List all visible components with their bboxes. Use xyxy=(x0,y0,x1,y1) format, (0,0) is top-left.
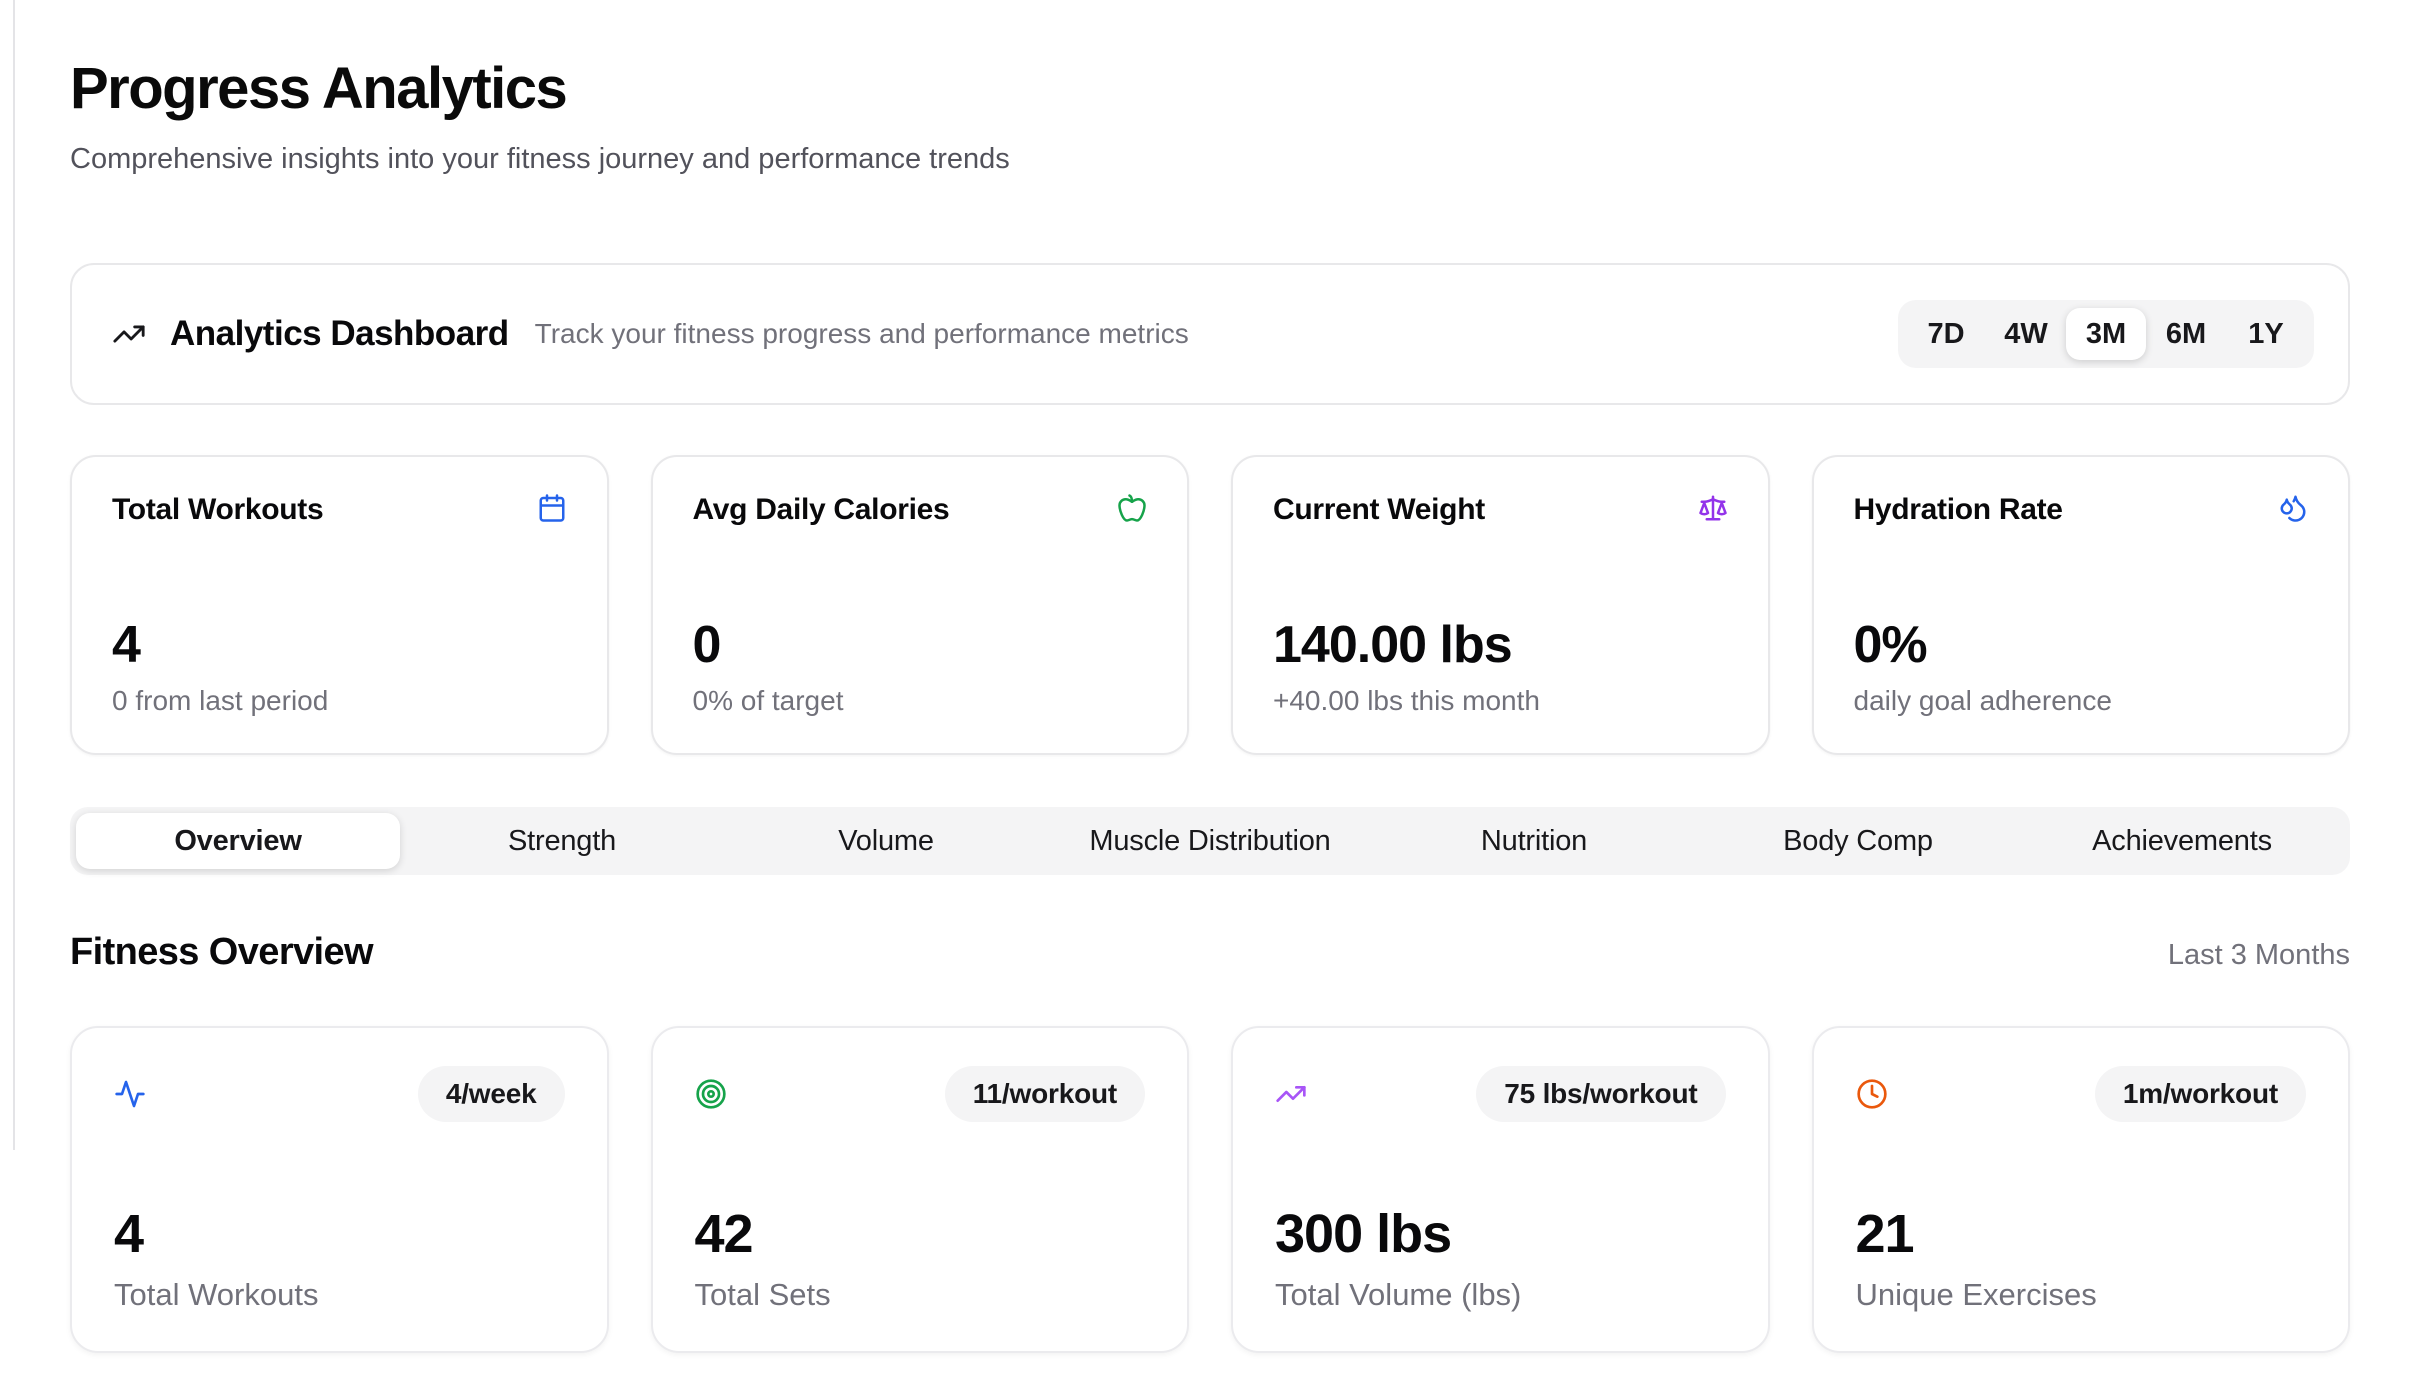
time-range-selector: 7D 4W 3M 6M 1Y xyxy=(1898,300,2314,369)
overview-card-unique-exercises: 1m/workout 21 Unique Exercises xyxy=(1811,1026,2350,1354)
stat-value: 0% xyxy=(1853,616,1928,675)
page-subtitle: Comprehensive insights into your fitness… xyxy=(70,142,1010,175)
tab-strength[interactable]: Strength xyxy=(507,824,617,857)
stat-subtext: 0 from last period xyxy=(112,685,329,717)
overview-card-total-workouts: 4/week 4 Total Workouts xyxy=(70,1026,609,1354)
stat-label: Hydration Rate xyxy=(1853,493,2063,527)
overview-value: 42 xyxy=(694,1204,754,1265)
time-range-7d[interactable]: 7D xyxy=(1927,317,1965,350)
overview-label: Total Volume (lbs) xyxy=(1275,1277,1522,1313)
stat-subtext: 0% of target xyxy=(692,685,844,717)
rate-badge: 1m/workout xyxy=(2094,1066,2306,1123)
tab-volume[interactable]: Volume xyxy=(838,824,934,857)
calendar-icon xyxy=(537,493,567,523)
time-range-6m[interactable]: 6M xyxy=(2165,317,2207,350)
stat-label: Avg Daily Calories xyxy=(692,493,950,527)
stat-card-total-workouts: Total Workouts 4 0 from last period xyxy=(70,455,609,756)
analytics-tab-bar: Overview Strength Volume Muscle Distribu… xyxy=(70,807,2350,876)
time-range-4w[interactable]: 4W xyxy=(2004,317,2048,350)
section-title: Fitness Overview xyxy=(70,931,374,974)
time-range-3m[interactable]: 3M xyxy=(2066,308,2146,361)
activity-icon xyxy=(114,1078,146,1110)
analytics-dashboard-card: Analytics Dashboard Track your fitness p… xyxy=(70,263,2350,406)
overview-value: 4 xyxy=(114,1204,144,1265)
stat-subtext: +40.00 lbs this month xyxy=(1273,685,1540,717)
stat-label: Total Workouts xyxy=(112,493,324,527)
overview-label: Total Workouts xyxy=(114,1277,319,1313)
stat-card-hydration-rate: Hydration Rate 0% daily goal adherence xyxy=(1811,455,2350,756)
rate-badge: 11/workout xyxy=(944,1066,1145,1123)
overview-card-total-sets: 11/workout 42 Total Sets xyxy=(650,1026,1189,1354)
tab-achievements[interactable]: Achievements xyxy=(2092,824,2272,857)
apple-icon xyxy=(1117,493,1147,523)
overview-label: Unique Exercises xyxy=(1855,1277,2097,1313)
trending-up-icon xyxy=(112,317,146,351)
dashboard-title: Analytics Dashboard xyxy=(170,314,509,354)
overview-label: Total Sets xyxy=(694,1277,831,1313)
analytics-dashboard-header: Analytics Dashboard Track your fitness p… xyxy=(112,314,1898,354)
progress-analytics-page: Progress Analytics Comprehensive insight… xyxy=(70,0,2350,1354)
overview-cards-row: 4/week 4 Total Workouts 11/workout 42 To… xyxy=(70,1026,2350,1354)
overview-card-total-volume: 75 lbs/workout 300 lbs Total Volume (lbs… xyxy=(1231,1026,1770,1354)
stat-cards-row: Total Workouts 4 0 from last period Avg … xyxy=(70,455,2350,756)
droplets-icon xyxy=(2278,493,2308,523)
rate-badge: 4/week xyxy=(417,1066,565,1123)
tab-body-comp[interactable]: Body Comp xyxy=(1783,824,1933,857)
tab-nutrition[interactable]: Nutrition xyxy=(1480,824,1588,857)
stat-value: 0 xyxy=(692,616,722,675)
stat-value: 140.00 lbs xyxy=(1273,616,1513,675)
clock-icon xyxy=(1856,1078,1888,1110)
trending-up-icon xyxy=(1275,1078,1307,1110)
dashboard-subtitle: Track your fitness progress and performa… xyxy=(534,318,1189,350)
section-period: Last 3 Months xyxy=(2167,939,2350,972)
stat-subtext: daily goal adherence xyxy=(1853,685,2112,717)
rate-badge: 75 lbs/workout xyxy=(1476,1066,1726,1123)
overview-value: 300 lbs xyxy=(1275,1204,1452,1265)
overview-value: 21 xyxy=(1855,1204,1915,1265)
tab-muscle-distribution[interactable]: Muscle Distribution xyxy=(1089,824,1331,857)
stat-label: Current Weight xyxy=(1273,493,1485,527)
left-edge-divider xyxy=(13,0,15,1150)
time-range-1y[interactable]: 1Y xyxy=(2248,317,2284,350)
stat-value: 4 xyxy=(112,616,141,675)
page-title: Progress Analytics xyxy=(70,56,568,121)
scale-icon xyxy=(1698,493,1728,523)
stat-card-avg-daily-calories: Avg Daily Calories 0 0% of target xyxy=(650,455,1189,756)
fitness-overview-header: Fitness Overview Last 3 Months xyxy=(70,931,2350,974)
tab-overview[interactable]: Overview xyxy=(76,813,400,870)
target-icon xyxy=(695,1078,727,1110)
stat-card-current-weight: Current Weight 140.00 lbs +40.00 lbs thi… xyxy=(1231,455,1770,756)
